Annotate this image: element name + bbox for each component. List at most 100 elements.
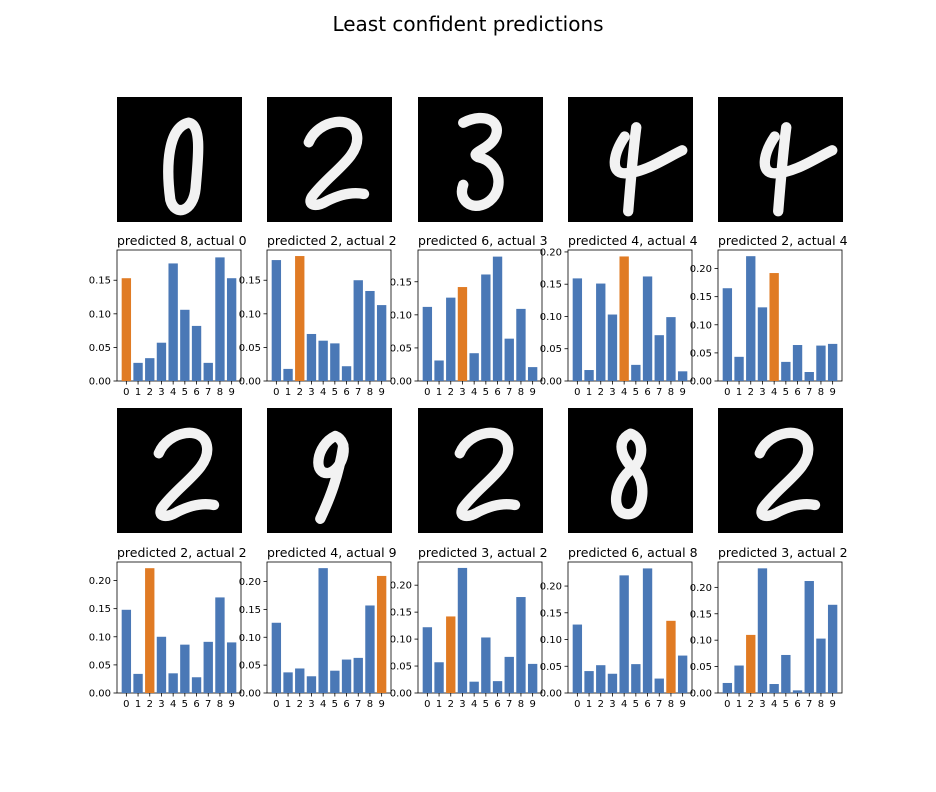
x-tick-label: 5 [332,387,338,398]
digit-image [117,408,242,533]
bar-6 [792,690,803,693]
y-tick-label: 0.00 [690,689,712,700]
y-tick-label: 0.20 [390,581,412,592]
y-tick-label: 0.20 [690,264,712,275]
y-tick-label: 0.05 [239,343,261,354]
x-tick-label: 1 [285,387,291,398]
y-tick-label: 0.15 [390,277,412,288]
x-tick-label: 7 [806,699,812,710]
bar-6 [492,256,503,381]
digit-image [267,408,392,533]
bar-9 [677,371,688,381]
panel-1: predicted 8, actual 0 0 1 2 3 4 5 6 7 8 9 0.00 0.05 0… [89,97,247,398]
x-tick-label: 6 [343,387,349,398]
panel-6: predicted 2, actual 2 0 1 2 3 4 5 6 7 8 9 0.00 0.05 0… [89,408,247,710]
y-tick-label: 0.00 [540,377,562,388]
bar-3 [457,287,468,381]
bar-3 [457,567,468,693]
bar-7 [353,657,363,693]
plot-title: predicted 8, actual 0 [117,233,247,248]
bar-8 [365,605,375,693]
digit-stroke [163,117,204,216]
panel-9: predicted 6, actual 8 0 1 2 3 4 5 6 7 8 9 0.00 0.05 0… [540,408,698,710]
x-tick-label: 2 [147,387,153,398]
x-tick-label: 8 [518,699,524,710]
panel-8: predicted 3, actual 2 0 1 2 3 4 5 6 7 8 9 0.00 0.05 0… [390,408,548,710]
digit-strokes [759,122,838,217]
x-tick-label: 4 [320,387,326,398]
bar-3 [306,676,317,693]
x-tick-label: 3 [158,699,164,710]
bar-3 [607,673,618,693]
y-tick-label: 0.15 [239,605,261,616]
x-tick-label: 7 [355,387,361,398]
y-tick-label: 0.00 [239,377,261,388]
y-tick-label: 0.05 [390,662,412,673]
digit-strokes [153,427,220,522]
x-tick-label: 2 [297,387,303,398]
bar-1 [734,665,744,693]
y-tick-label: 0.20 [239,577,261,588]
bar-6 [492,681,503,693]
x-tick-label: 4 [621,387,627,398]
x-tick-label: 9 [679,387,685,398]
x-tick-label: 5 [783,387,789,398]
bar-2 [596,665,606,693]
x-tick-label: 5 [182,387,188,398]
digit-strokes [754,427,821,522]
x-tick-label: 0 [123,387,129,398]
bar-1 [434,360,444,381]
y-tick-label: 0.15 [690,609,712,620]
x-tick-label: 2 [598,387,604,398]
x-tick-label: 1 [736,387,742,398]
x-tick-label: 1 [285,699,291,710]
x-tick-label: 4 [471,699,477,710]
bar-2 [746,634,756,693]
digit-strokes [609,122,688,217]
bar-2 [295,256,305,381]
y-tick-label: 0.05 [540,344,562,355]
digit-stroke [303,116,370,211]
bar-1 [283,368,293,381]
x-tick-label: 3 [308,387,314,398]
x-tick-label: 2 [748,699,754,710]
x-tick-label: 3 [759,699,765,710]
bar-7 [353,280,363,381]
x-tick-label: 0 [574,387,580,398]
y-tick-label: 0.20 [540,582,562,593]
x-tick-label: 8 [217,387,223,398]
digit-strokes [313,430,349,524]
x-tick-label: 4 [621,699,627,710]
x-tick-label: 3 [459,699,465,710]
y-tick-label: 0.10 [390,310,412,321]
x-tick-label: 2 [448,699,454,710]
bar-8 [816,345,826,381]
x-tick-label: 6 [644,699,650,710]
y-tick-label: 0.20 [540,247,562,258]
digit-strokes [163,117,204,216]
x-tick-label: 7 [656,699,662,710]
x-tick-label: 3 [158,387,164,398]
bar-8 [516,597,526,693]
y-tick-label: 0.05 [690,348,712,359]
digit-image [718,408,843,533]
x-tick-label: 3 [759,387,765,398]
x-tick-label: 0 [123,699,129,710]
digit-stroke [773,122,792,217]
plot-title: predicted 4, actual 9 [267,545,397,560]
y-tick-label: 0.15 [540,280,562,291]
digit-image [267,97,392,222]
bar-0 [722,682,733,693]
bar-3 [156,342,167,381]
bar-9 [376,575,387,693]
y-tick-label: 0.00 [390,377,412,388]
x-tick-label: 9 [829,699,835,710]
bar-9 [827,343,838,381]
x-tick-label: 9 [679,699,685,710]
bar-4 [619,256,629,381]
bar-0 [121,278,132,381]
bar-3 [156,636,167,693]
x-tick-label: 8 [367,387,373,398]
plot-title: predicted 3, actual 2 [418,545,548,560]
